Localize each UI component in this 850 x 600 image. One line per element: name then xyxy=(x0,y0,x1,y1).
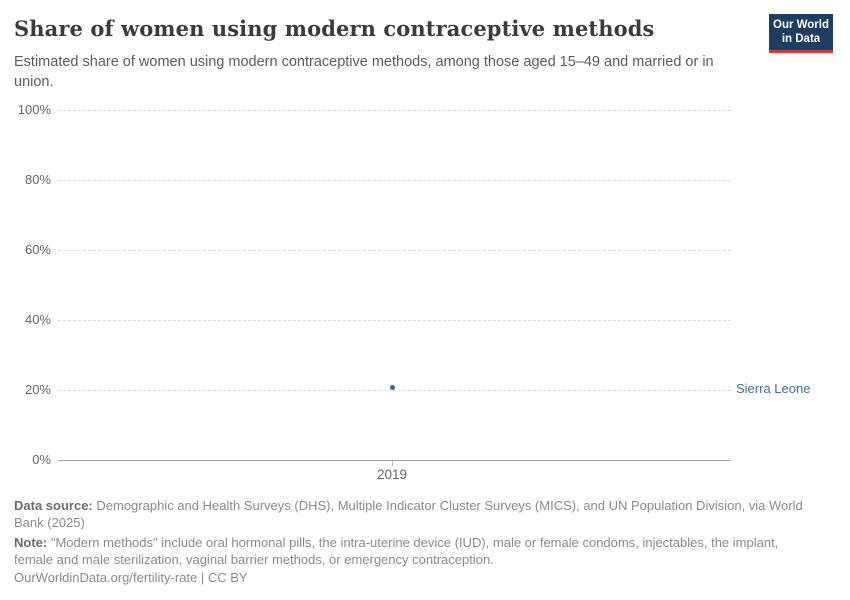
x-axis-tick xyxy=(392,460,393,466)
gridline xyxy=(58,320,731,321)
owid-logo-line2: in Data xyxy=(781,33,821,46)
page-title: Share of women using modern contraceptiv… xyxy=(14,16,655,41)
owid-logo: Our World in Data xyxy=(769,14,833,53)
note-text: "Modern methods" include oral hormonal p… xyxy=(14,535,779,568)
x-axis-line xyxy=(58,460,731,461)
license-line: OurWorldinData.org/fertility-rate | CC B… xyxy=(14,570,248,585)
gridline xyxy=(58,390,731,391)
entity-label[interactable]: Sierra Leone xyxy=(736,380,811,396)
x-axis-tick-label: 2019 xyxy=(376,467,408,482)
chart-subtitle: Estimated share of women using modern co… xyxy=(14,54,714,90)
gridline xyxy=(58,110,731,111)
owid-logo-line1: Our World xyxy=(773,19,830,31)
note-label: Note: xyxy=(14,535,48,550)
data-point[interactable] xyxy=(390,384,395,390)
data-source-note: Data source: Demographic and Health Surv… xyxy=(14,497,814,531)
y-axis-tick-label: 0% xyxy=(32,452,51,467)
gridline xyxy=(58,180,731,181)
y-axis-tick-label: 100% xyxy=(17,102,51,117)
data-source-text: Demographic and Health Surveys (DHS), Mu… xyxy=(14,498,803,531)
methods-note: Note: "Modern methods" include oral horm… xyxy=(14,534,814,568)
y-axis-tick-label: 40% xyxy=(24,312,51,327)
gridline xyxy=(58,250,731,251)
y-axis-tick-label: 80% xyxy=(24,172,51,187)
y-axis-tick-label: 20% xyxy=(24,382,51,397)
data-source-label: Data source: xyxy=(14,498,93,513)
y-axis-tick-label: 60% xyxy=(24,242,51,257)
